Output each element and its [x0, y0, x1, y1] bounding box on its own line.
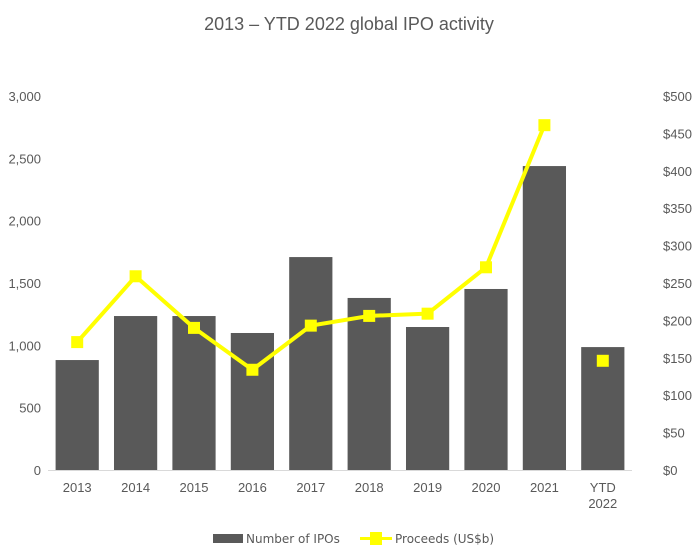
x-axis: 2013 2014 2015 2016 2017 2018 2019 2020 2021 YTD 2…	[63, 480, 618, 511]
right-axis-tick-label: $250	[663, 276, 692, 291]
left-axis-tick-label: 3,000	[8, 89, 41, 104]
bar-2020	[464, 288, 508, 470]
x-axis-tick-label: 2017	[296, 480, 325, 495]
bars-series	[55, 166, 625, 470]
left-axis-tick-label: 500	[19, 401, 41, 416]
right-axis-tick-label: $400	[663, 164, 692, 179]
legend-marker-proceeds	[370, 532, 382, 545]
proceeds-marker-2017	[304, 319, 317, 332]
proceeds-marker-2018	[363, 309, 376, 322]
bar-2015	[172, 316, 216, 470]
right-axis-tick-label: $200	[663, 313, 692, 328]
x-axis-tick-label: 2015	[180, 480, 209, 495]
bar-ytd-2022	[581, 347, 625, 470]
proceeds-marker-2020	[480, 261, 492, 274]
bar-2014	[113, 316, 158, 470]
bar-2017	[289, 257, 333, 470]
legend-swatch-ipos	[213, 534, 243, 543]
proceeds-marker-2021	[538, 119, 551, 132]
left-axis-tick-label: 1,500	[8, 276, 41, 291]
right-axis-tick-label: $50	[663, 426, 685, 441]
bar-2016	[230, 332, 275, 470]
right-axis-tick-label: $100	[663, 388, 692, 403]
bar-2018	[347, 297, 391, 470]
legend: Number of IPOs Proceeds (US$b)	[213, 532, 494, 546]
bar-2021	[522, 166, 567, 470]
x-axis-tick-label: 2020	[472, 480, 501, 495]
right-axis: $0 $50 $100 $150 $200 $250 $300 $350 $400 $450 $50…	[663, 89, 692, 478]
bar-2013	[55, 360, 99, 470]
x-axis-tick-label: 2019	[413, 480, 442, 495]
chart-title: 2013 – YTD 2022 global IPO activity	[204, 14, 494, 34]
right-axis-tick-label: $500	[663, 89, 692, 104]
proceeds-marker-2015	[188, 321, 200, 334]
x-axis-tick-label: 2014	[121, 480, 150, 495]
proceeds-marker-2014	[129, 270, 142, 283]
proceeds-series	[71, 119, 609, 376]
left-axis-tick-label: 1,000	[8, 338, 41, 353]
right-axis-tick-label: $0	[663, 463, 677, 478]
bar-2019	[405, 327, 450, 470]
x-axis-tick-label: 2013	[63, 480, 92, 495]
left-axis: 0 500 1,000 1,500 2,000 2,500 3,000	[8, 89, 41, 478]
right-axis-tick-label: $450	[663, 126, 692, 141]
proceeds-marker-ytd-2022	[596, 354, 609, 367]
left-axis-tick-label: 0	[34, 463, 41, 478]
left-axis-tick-label: 2,000	[8, 214, 41, 229]
proceeds-marker-2013	[71, 336, 84, 349]
right-axis-tick-label: $150	[663, 351, 692, 366]
x-axis-tick-label: 2016	[238, 480, 267, 495]
proceeds-marker-2019	[421, 307, 434, 320]
legend-label-ipos: Number of IPOs	[246, 532, 340, 546]
right-axis-tick-label: $300	[663, 239, 692, 254]
x-axis-tick-label: YTD 2022	[588, 480, 617, 511]
x-axis-tick-label: 2018	[355, 480, 384, 495]
proceeds-marker-2016	[246, 363, 259, 376]
legend-label-proceeds: Proceeds (US$b)	[395, 532, 494, 546]
left-axis-tick-label: 2,500	[8, 151, 41, 166]
right-axis-tick-label: $350	[663, 201, 692, 216]
x-axis-tick-label: 2021	[530, 480, 559, 495]
